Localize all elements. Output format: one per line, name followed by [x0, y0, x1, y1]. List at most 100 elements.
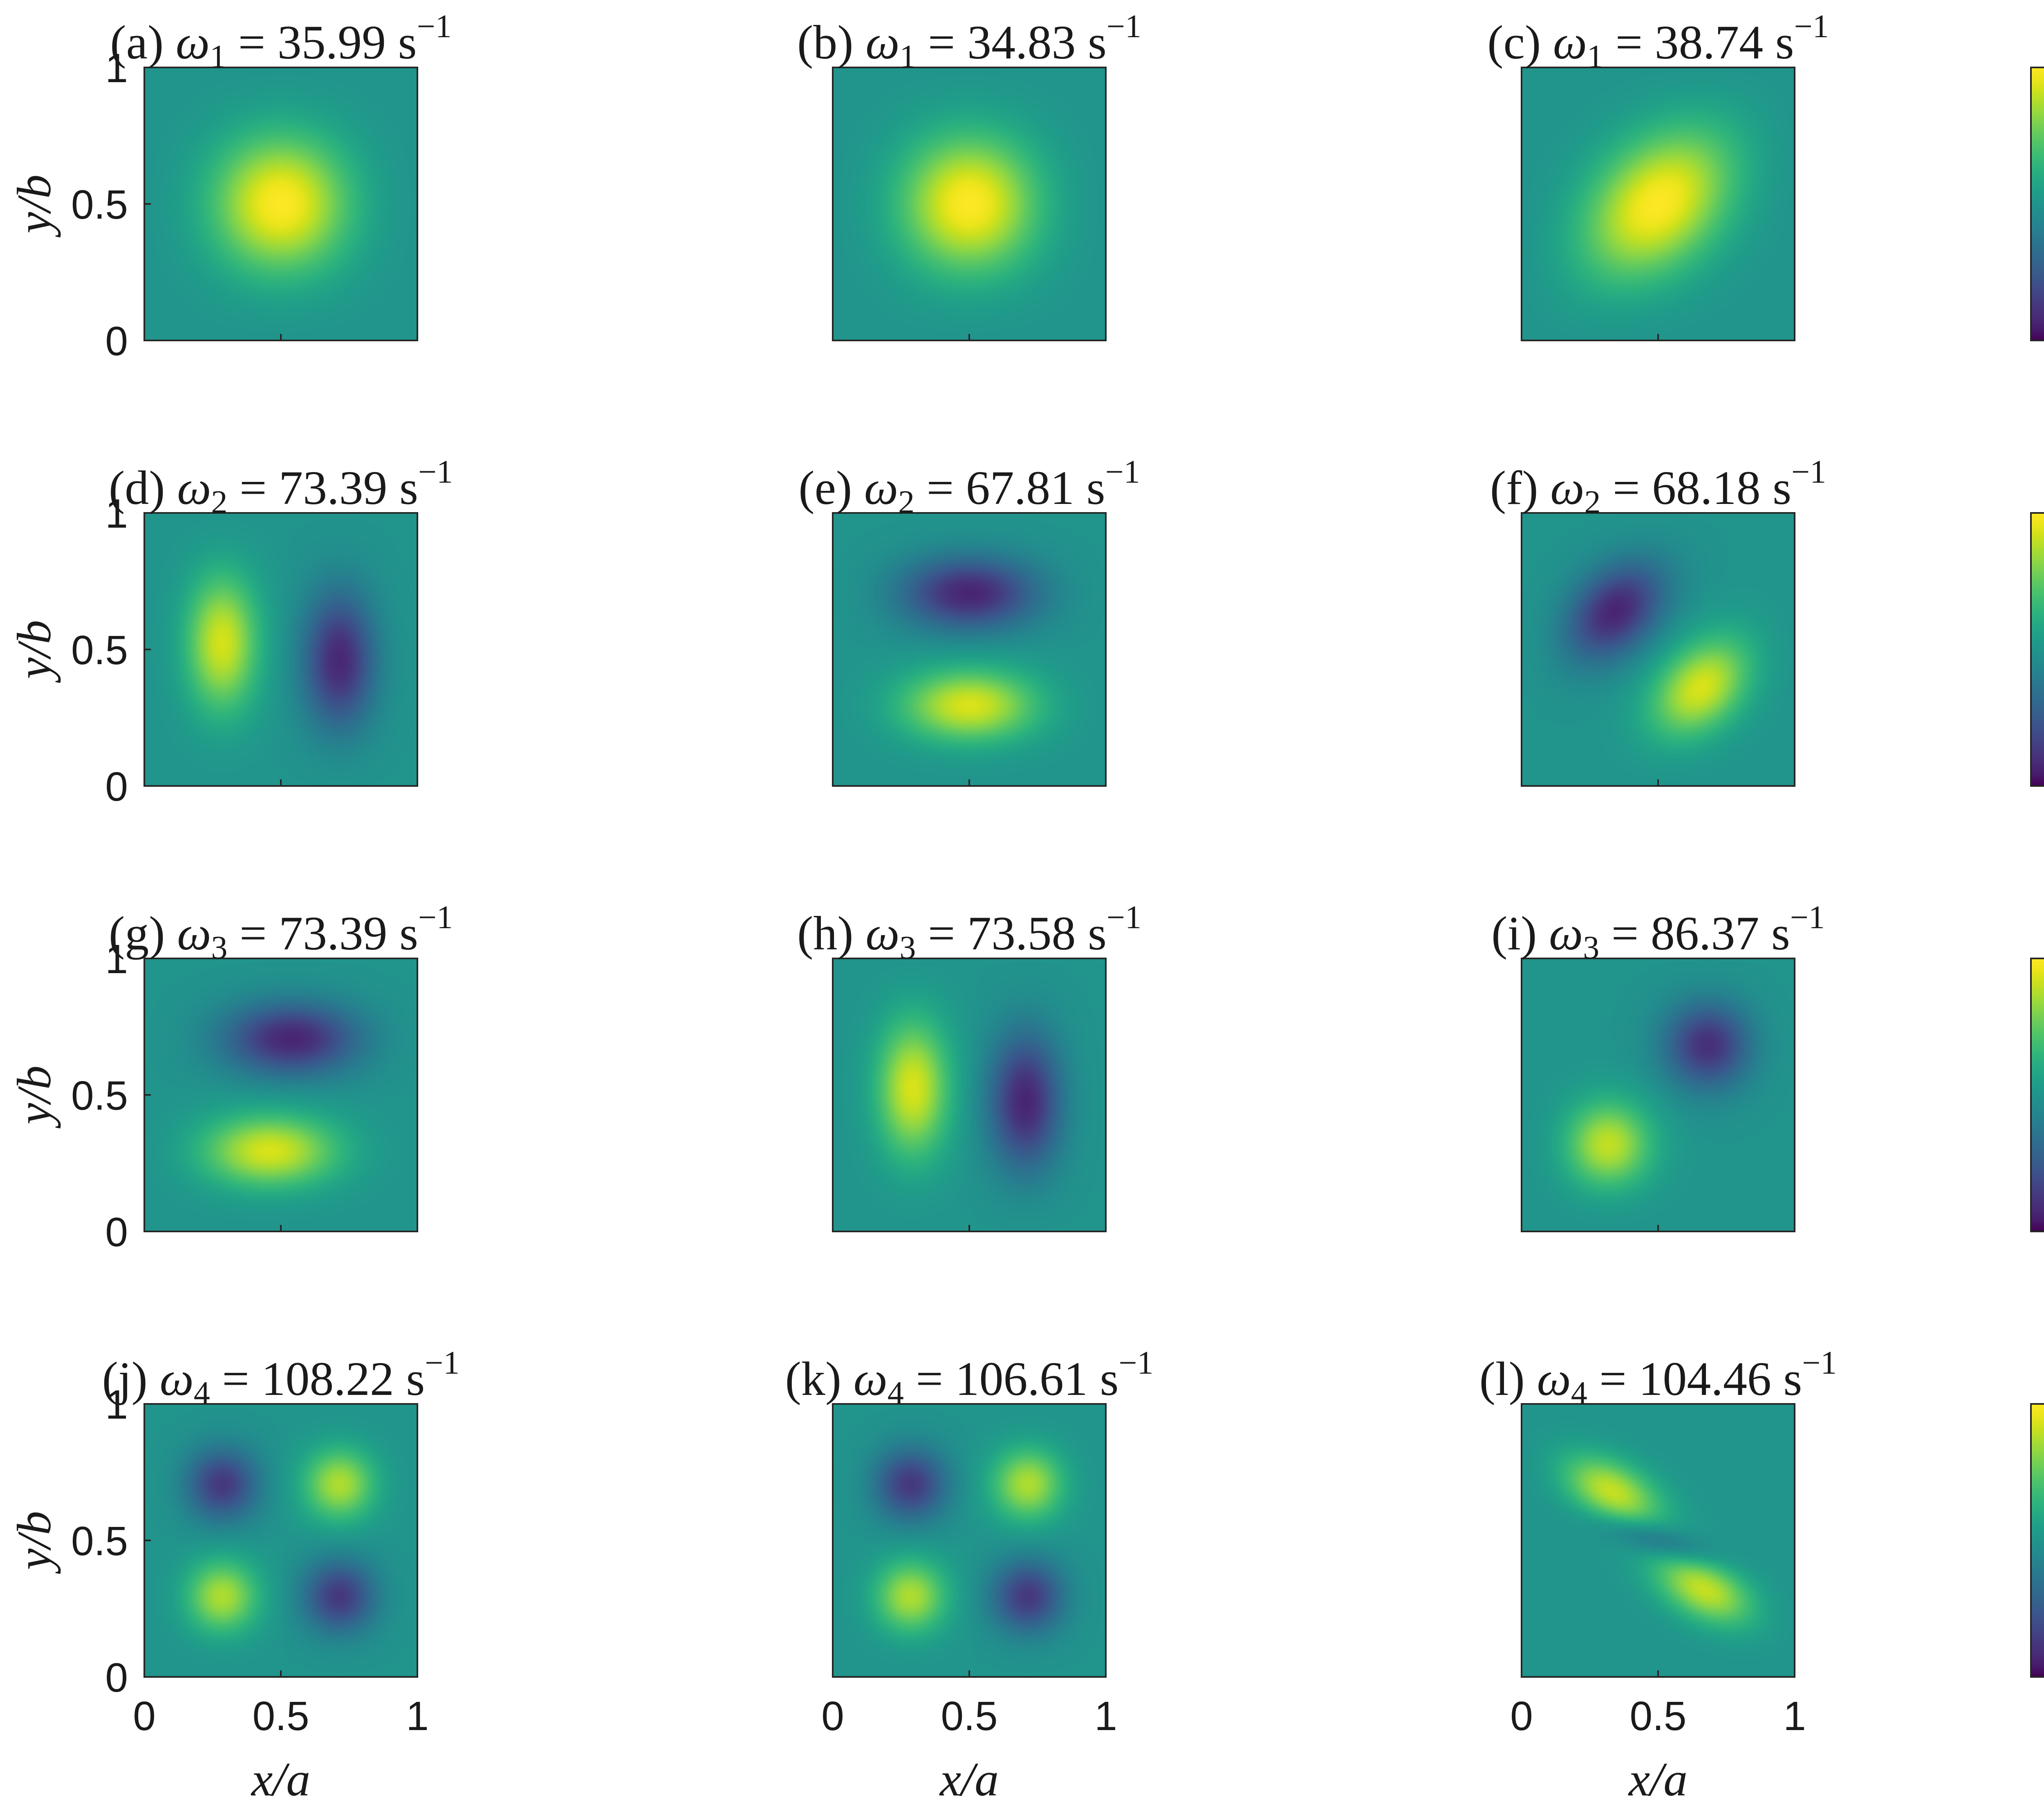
omega-subscript: 2: [1585, 484, 1601, 520]
panel-title-h: (h) ω3 = 73.58 s−1: [797, 900, 1141, 966]
frequency-unit: s: [399, 907, 418, 960]
frequency-value: = 73.58: [916, 907, 1088, 960]
y-tick-label: 1: [105, 936, 128, 982]
heatmap-c: [1522, 67, 1795, 340]
omega-symbol: ω: [1537, 1352, 1571, 1406]
unit-exponent: −1: [1791, 454, 1826, 490]
x-tick-label: 0: [1510, 1693, 1533, 1739]
x-tick-label: 0.5: [1629, 1693, 1686, 1739]
heatmap-d: [144, 513, 417, 786]
panel-label: (h): [797, 907, 865, 960]
x-tick-label: 1: [406, 1693, 429, 1739]
omega-symbol: ω: [864, 461, 898, 515]
heatmap-a: [144, 67, 417, 340]
colorbar-frame: [2030, 958, 2044, 1232]
frequency-value: = 68.18: [1601, 461, 1773, 515]
omega-symbol: ω: [854, 1352, 888, 1406]
y-tick-label: 1: [105, 45, 128, 91]
panel-e: (e) ω2 = 67.81 s−1: [798, 454, 1140, 787]
panel-i: (i) ω3 = 86.37 s−1: [1491, 900, 1825, 1232]
omega-symbol: ω: [177, 461, 211, 515]
panel-label: (d): [109, 461, 177, 515]
unit-exponent: −1: [1105, 454, 1140, 490]
panel-label: (g): [109, 907, 177, 960]
frequency-unit: s: [1088, 16, 1107, 69]
y-tick-label: 0.5: [71, 182, 128, 228]
y-tick-label: 0.5: [71, 1073, 128, 1119]
colorbar-frame: [2030, 1403, 2044, 1678]
y-axis-label: y/b: [7, 620, 61, 683]
omega-symbol: ω: [177, 907, 211, 960]
panel-title-f: (f) ω2 = 68.18 s−1: [1490, 454, 1826, 520]
x-tick-label: 0: [821, 1693, 844, 1739]
panel-j: (j) ω4 = 108.22 s−1 0 0.5 1 y/b 0 0.5 1 x/a: [7, 1345, 459, 1802]
frequency-value: = 67.81: [914, 461, 1087, 515]
panel-title-b: (b) ω1 = 34.83 s−1: [797, 9, 1141, 75]
panel-title-l: (l) ω4 = 104.46 s−1: [1479, 1345, 1837, 1411]
panel-c: (c) ω1 = 38.74 s−1: [1487, 9, 1829, 341]
heatmap-l: [1522, 1404, 1795, 1677]
omega-subscript: 1: [899, 39, 916, 75]
omega-symbol: ω: [1550, 461, 1584, 515]
colorbar-gradient: [2031, 513, 2044, 786]
y-tick-label: 0.5: [71, 1518, 128, 1564]
frequency-unit: s: [1783, 1352, 1802, 1406]
frequency-value: = 73.39: [227, 461, 399, 515]
colorbars-layer: -101 -101 -101 -101: [2030, 67, 2044, 1678]
panel-label: (f): [1490, 461, 1550, 515]
panel-title-c: (c) ω1 = 38.74 s−1: [1487, 9, 1829, 75]
y-tick-label: 0: [105, 1655, 128, 1701]
panel-d: (d) ω2 = 73.39 s−1 0 0.5 1 y/b: [7, 454, 453, 810]
panel-title-j: (j) ω4 = 108.22 s−1: [102, 1345, 460, 1411]
frequency-unit: s: [1088, 907, 1107, 960]
x-tick-label: 1: [1783, 1693, 1806, 1739]
x-axis-label: x/a: [939, 1753, 999, 1802]
unit-exponent: −1: [1107, 9, 1141, 45]
unit-exponent: −1: [1790, 900, 1825, 936]
panel-title-a: (a) ω1 = 35.99 s−1: [110, 9, 451, 75]
frequency-unit: s: [398, 16, 417, 69]
unit-exponent: −1: [1107, 900, 1141, 936]
panel-title-g: (g) ω3 = 73.39 s−1: [109, 900, 453, 966]
y-axis-label: y/b: [7, 175, 61, 237]
panel-label: (i): [1491, 907, 1549, 960]
y-axis-label: y/b: [7, 1511, 61, 1574]
frequency-unit: s: [399, 461, 418, 515]
panel-label: (e): [798, 461, 864, 515]
y-tick-label: 0.5: [71, 627, 128, 673]
colorbar-gradient: [2031, 67, 2044, 340]
heatmap-g: [144, 958, 417, 1231]
panel-label: (b): [797, 16, 865, 69]
frequency-value: = 86.37: [1599, 907, 1771, 960]
heatmap-h: [833, 958, 1106, 1231]
unit-exponent: −1: [417, 9, 452, 45]
omega-subscript: 2: [898, 484, 914, 520]
colorbar-row-4: -101: [2030, 1403, 2044, 1678]
unit-exponent: −1: [418, 454, 453, 490]
panel-label: (c): [1487, 16, 1553, 69]
x-tick-label: 0: [133, 1693, 156, 1739]
omega-subscript: 2: [211, 484, 227, 520]
omega-symbol: ω: [865, 907, 899, 960]
frequency-value: = 35.99: [226, 16, 398, 69]
panel-title-d: (d) ω2 = 73.39 s−1: [109, 454, 453, 520]
colorbar-row-3: -101: [2030, 958, 2044, 1232]
frequency-value: = 108.22: [210, 1352, 406, 1406]
panel-a: (a) ω1 = 35.99 s−100.51y/b: [7, 9, 452, 364]
frequency-unit: s: [1087, 461, 1105, 515]
unit-exponent: −1: [1802, 1345, 1837, 1381]
heatmap-e: [833, 513, 1106, 786]
panel-label: (l): [1479, 1352, 1537, 1406]
panel-b: (b) ω1 = 34.83 s−1: [797, 9, 1141, 341]
omega-subscript: 4: [1571, 1375, 1587, 1411]
frequency-unit: s: [1771, 907, 1790, 960]
omega-symbol: ω: [1553, 16, 1587, 69]
omega-subscript: 4: [888, 1375, 904, 1411]
y-tick-label: 0: [105, 1209, 128, 1255]
colorbar-frame: [2030, 512, 2044, 787]
heatmap-b: [833, 67, 1106, 340]
omega-symbol: ω: [1549, 907, 1583, 960]
colorbar-row-2: -101: [2030, 512, 2044, 787]
omega-subscript: 1: [210, 39, 226, 75]
